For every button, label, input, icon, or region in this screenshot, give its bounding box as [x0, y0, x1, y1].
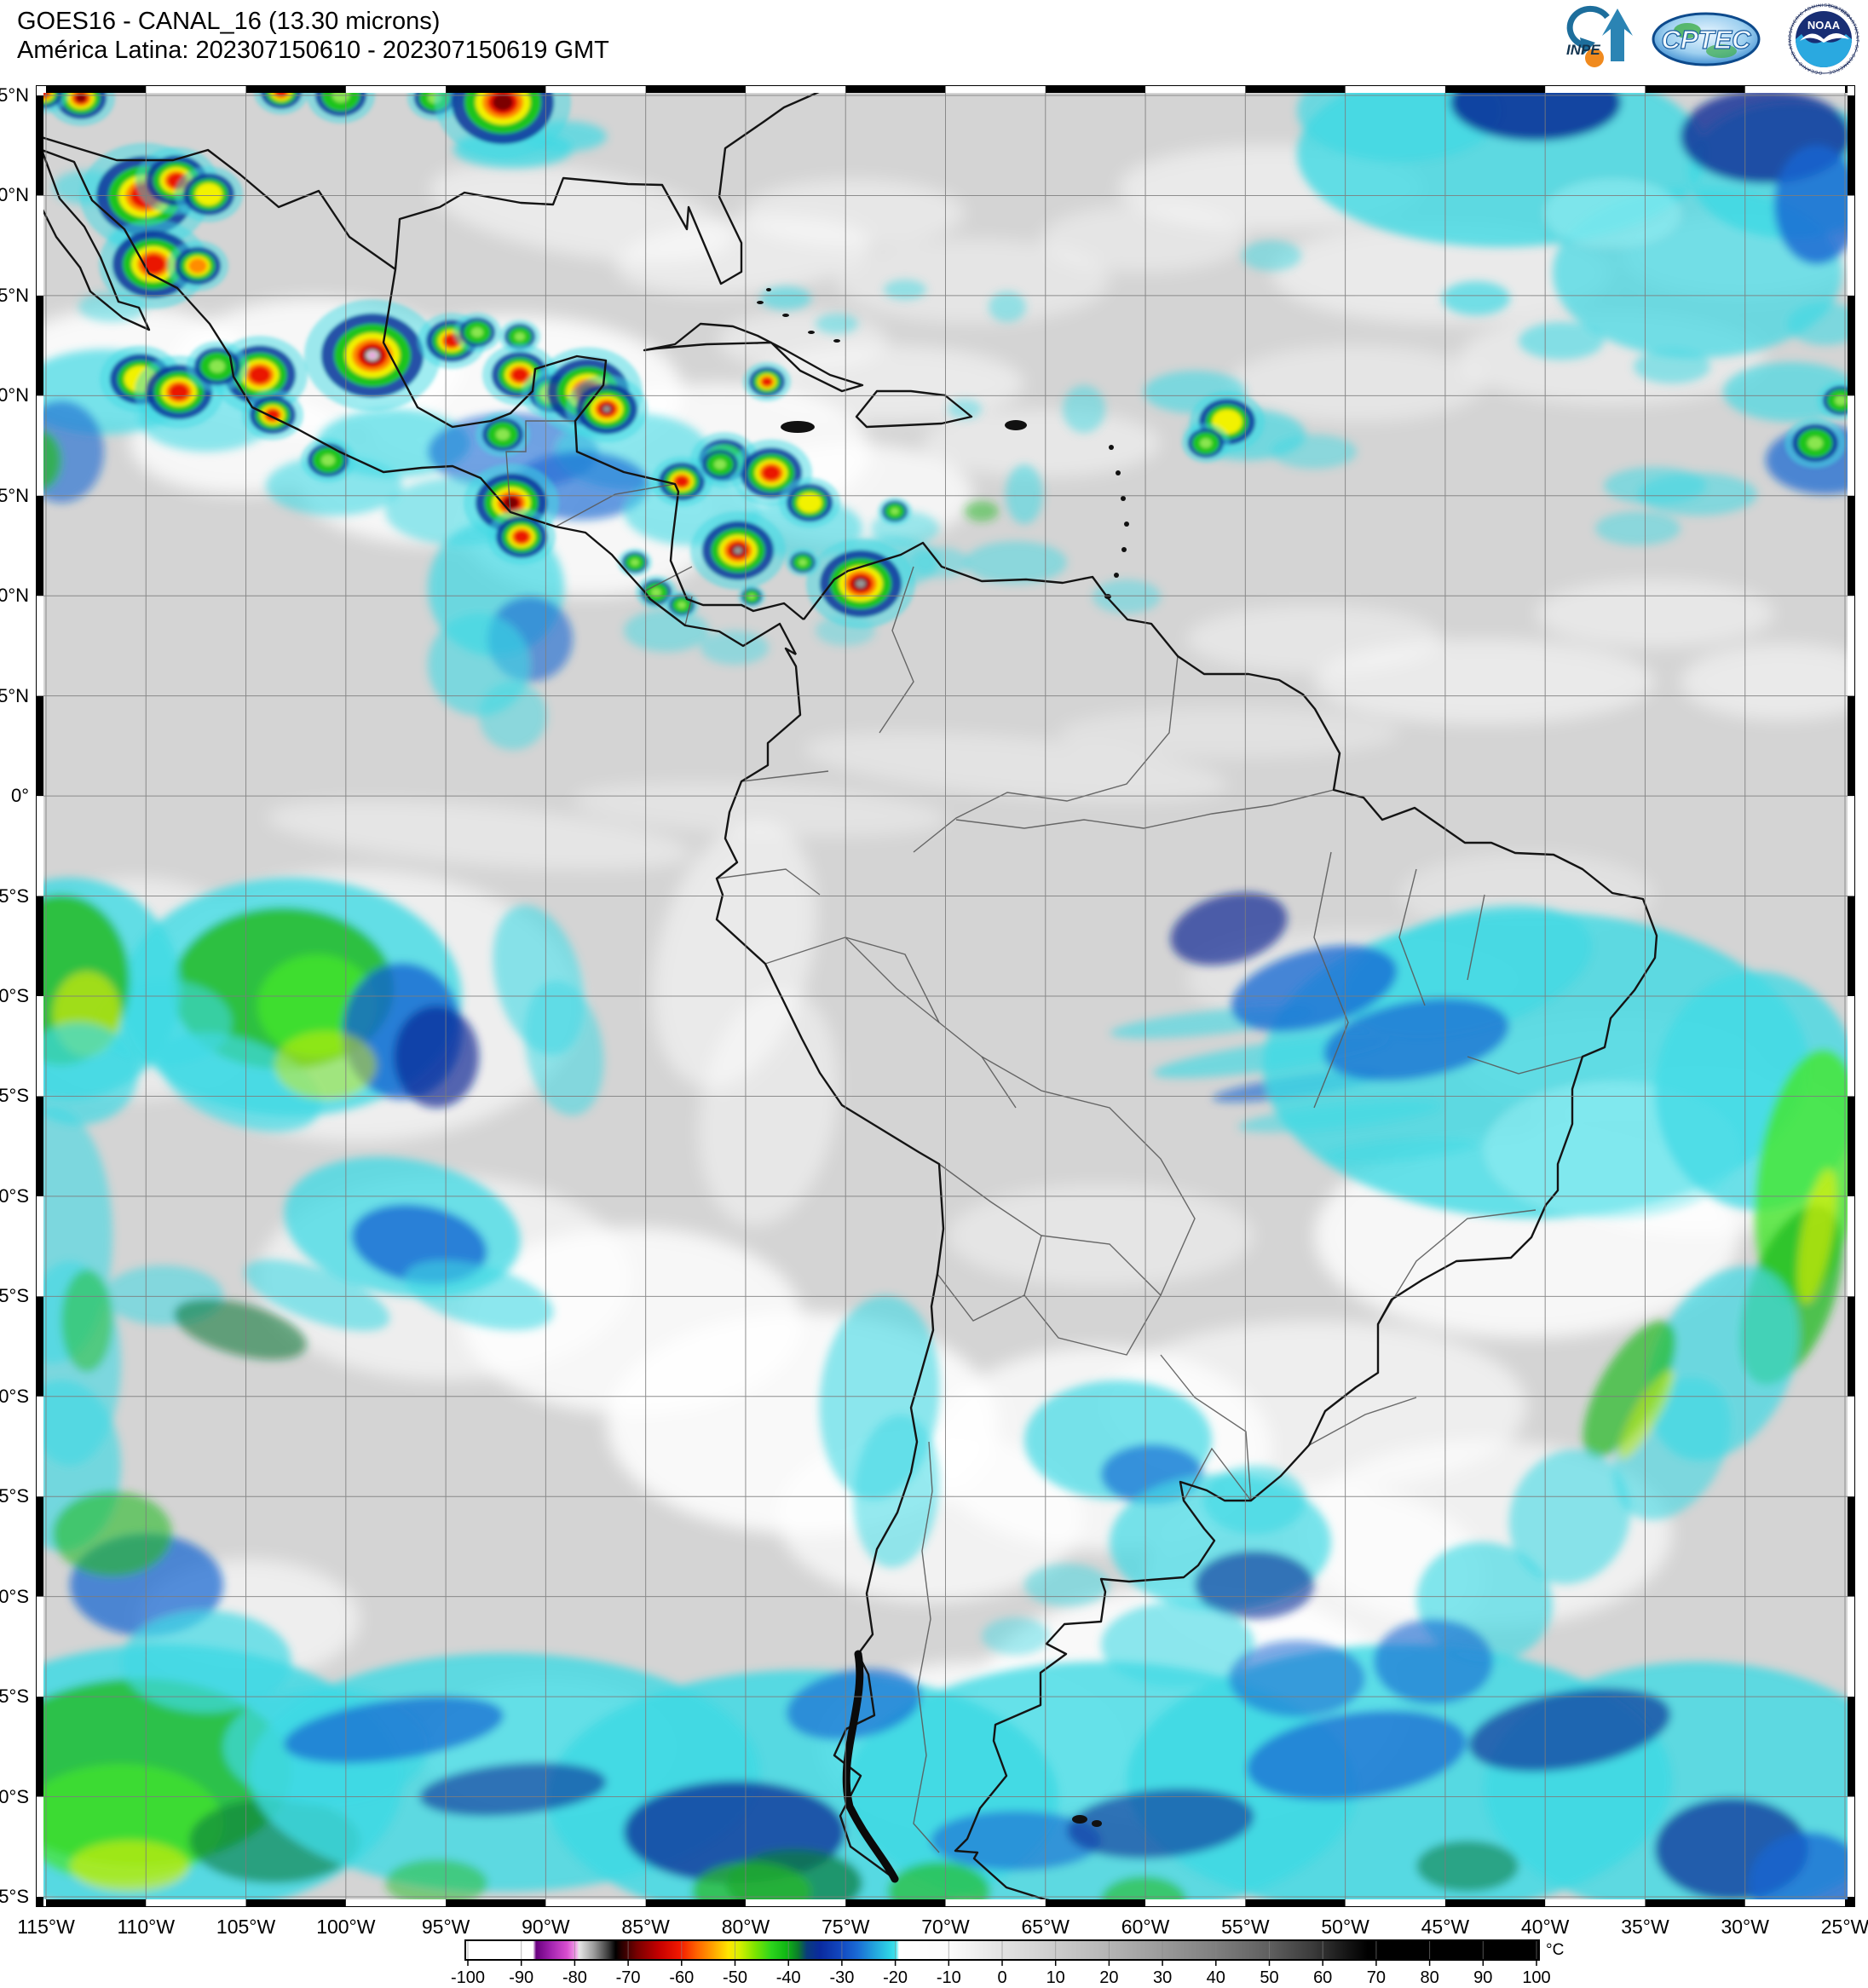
lat-label: 25°S — [0, 1285, 29, 1307]
lat-label: 35°S — [0, 1485, 29, 1507]
colorbar-tick: -50 — [723, 1968, 747, 1987]
colorbar-tick: -90 — [509, 1968, 534, 1987]
colorbar-tick: 70 — [1366, 1968, 1387, 1987]
lon-label: 50°W — [1321, 1916, 1369, 1938]
lon-label: 110°W — [117, 1916, 176, 1938]
lat-label: 20°N — [0, 384, 29, 406]
colorbar-tick: 80 — [1420, 1968, 1439, 1987]
colorbar-tick: -20 — [883, 1968, 908, 1987]
colorbar-tick: -80 — [562, 1968, 587, 1987]
satellite-imagery — [36, 85, 1855, 1907]
header: GOES16 - CANAL_16 (13.30 microns) Améric… — [17, 7, 609, 65]
lon-label: 55°W — [1221, 1916, 1270, 1938]
lon-label: 85°W — [621, 1916, 670, 1938]
lon-label: 45°W — [1421, 1916, 1470, 1938]
lon-label: 25°W — [1820, 1916, 1868, 1938]
colorbar-tick: 90 — [1473, 1968, 1493, 1987]
lon-label: 90°W — [522, 1916, 570, 1938]
colorbar-tick: 60 — [1313, 1968, 1333, 1987]
lat-label: 10°N — [0, 585, 29, 607]
lat-label: 55°S — [0, 1886, 29, 1907]
lon-label: 105°W — [216, 1916, 276, 1938]
agency-logos: INPE CPTEC NOAA NATIONAL OCEANIC AND ATM… — [1553, 0, 1861, 81]
colorbar-tick: 40 — [1206, 1968, 1225, 1987]
lat-label: 5°N — [0, 684, 29, 706]
lat-label: 30°N — [0, 184, 29, 206]
colorbar-tick: -70 — [615, 1968, 641, 1987]
product-title: GOES16 - CANAL_16 (13.30 microns) — [17, 8, 441, 35]
lat-label: 30°S — [0, 1385, 29, 1407]
colorbar-tick: -100 — [450, 1968, 486, 1987]
cptec-logo: CPTEC — [1652, 12, 1761, 66]
colorbar-unit: °C — [1546, 1941, 1565, 1959]
lat-label: 10°S — [0, 985, 29, 1006]
lat-label: 15°N — [0, 484, 29, 506]
colorbar-tick: -40 — [775, 1968, 801, 1987]
lat-label: 25°N — [0, 284, 29, 306]
lat-label: 5°S — [0, 885, 29, 907]
lon-label: 95°W — [421, 1916, 470, 1938]
colorbar-tick: 50 — [1260, 1968, 1279, 1987]
cptec-label: CPTEC — [1661, 25, 1751, 55]
noaa-label: NOAA — [1807, 19, 1841, 32]
lat-label: 15°S — [0, 1085, 29, 1107]
colorbar-tick: 0 — [997, 1968, 1007, 1987]
inpe-logo: INPE — [1566, 5, 1633, 67]
lon-label: 30°W — [1721, 1916, 1769, 1938]
colorbar-tick: -10 — [936, 1968, 961, 1987]
colorbar-tick: 100 — [1522, 1968, 1551, 1987]
product-timestamp: América Latina: 202307150610 - 202307150… — [17, 37, 609, 64]
lat-label: 20°S — [0, 1184, 29, 1207]
lat-label: 45°S — [0, 1685, 29, 1708]
colorbar-tick: 10 — [1046, 1968, 1065, 1987]
inpe-label: INPE — [1566, 42, 1600, 58]
colorbar-tick: 30 — [1152, 1968, 1173, 1987]
lon-label: 35°W — [1621, 1916, 1669, 1938]
lon-label: 70°W — [921, 1916, 970, 1938]
colorbar-tick: -30 — [829, 1968, 855, 1987]
lon-label: 60°W — [1121, 1916, 1170, 1938]
lon-label: 40°W — [1520, 1916, 1570, 1938]
lat-label: 35°N — [0, 84, 29, 106]
inpe-arrow-icon — [1602, 9, 1633, 61]
lat-label: 0° — [10, 785, 29, 807]
lon-label: 80°W — [721, 1916, 770, 1938]
colorbar-tick: 20 — [1099, 1968, 1119, 1987]
lon-label: 100°W — [316, 1916, 376, 1938]
colorbar-tick: -60 — [669, 1968, 695, 1987]
lon-label: 65°W — [1021, 1916, 1070, 1938]
lon-label: 115°W — [17, 1916, 75, 1938]
lon-label: 75°W — [821, 1916, 870, 1938]
lat-label: 50°S — [0, 1785, 29, 1807]
lat-label: 40°S — [0, 1585, 29, 1607]
